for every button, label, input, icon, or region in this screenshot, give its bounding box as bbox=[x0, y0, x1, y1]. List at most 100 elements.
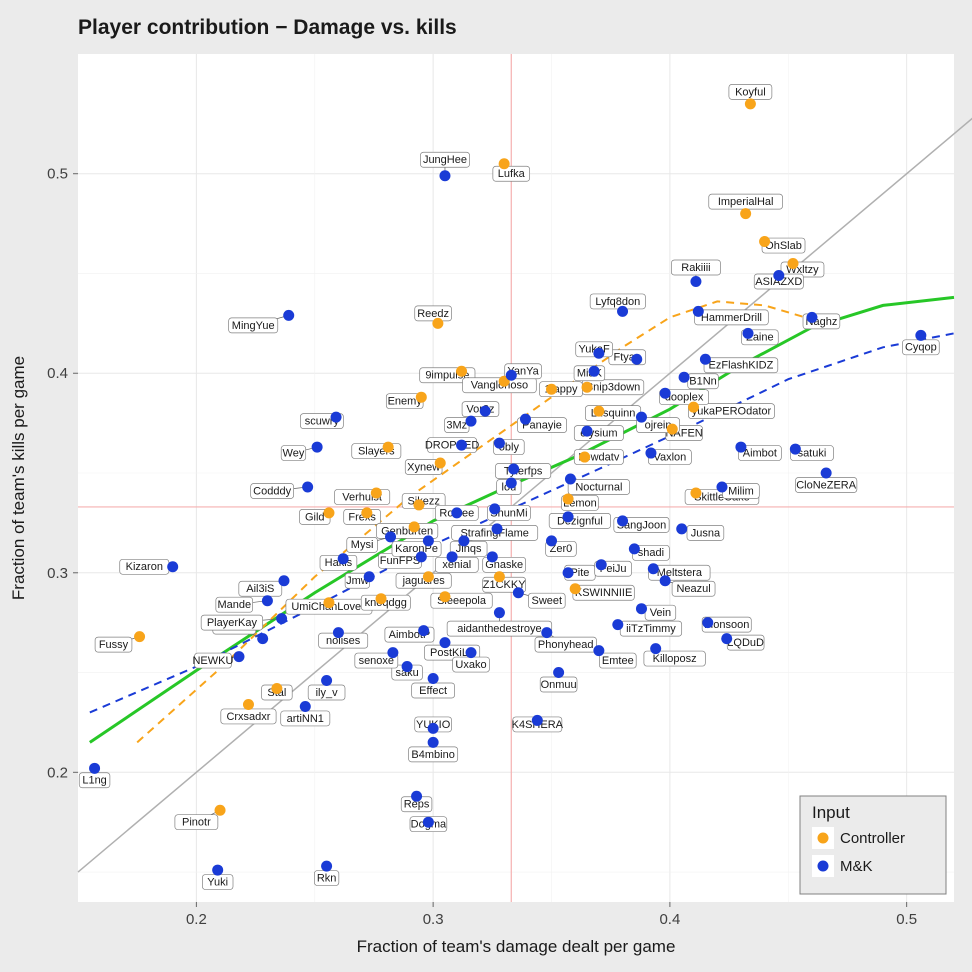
data-point bbox=[423, 817, 434, 828]
data-point bbox=[413, 499, 424, 510]
point-label: Effect bbox=[419, 685, 447, 697]
data-point bbox=[593, 406, 604, 417]
data-point bbox=[435, 458, 446, 469]
data-point bbox=[788, 258, 799, 269]
data-point bbox=[582, 426, 593, 437]
data-point bbox=[364, 571, 375, 582]
data-point bbox=[735, 442, 746, 453]
data-point bbox=[745, 98, 756, 109]
data-point bbox=[243, 699, 254, 710]
point-label: Yuki bbox=[207, 876, 228, 888]
data-point bbox=[688, 402, 699, 413]
data-point bbox=[257, 633, 268, 644]
data-point bbox=[790, 444, 801, 455]
data-point bbox=[300, 701, 311, 712]
point-label: CloNeZERA bbox=[796, 479, 857, 491]
data-point bbox=[466, 416, 477, 427]
point-label: EzFlashKIDZ bbox=[709, 360, 774, 372]
point-label: Reedz bbox=[417, 308, 449, 320]
data-point bbox=[617, 515, 628, 526]
point-label: senoxe bbox=[359, 655, 394, 667]
point-label: Killoposz bbox=[653, 653, 697, 665]
data-point bbox=[376, 593, 387, 604]
data-point bbox=[383, 442, 394, 453]
data-point bbox=[570, 583, 581, 594]
data-point bbox=[480, 406, 491, 417]
data-point bbox=[456, 440, 467, 451]
point-label: Lyfq8don bbox=[595, 296, 640, 308]
xtick-label: 0.5 bbox=[896, 911, 917, 928]
data-point bbox=[489, 503, 500, 514]
data-point bbox=[617, 306, 628, 317]
data-point bbox=[700, 354, 711, 365]
data-point bbox=[631, 354, 642, 365]
legend-marker bbox=[818, 833, 829, 844]
point-label: iiTzTimmy bbox=[626, 623, 676, 635]
data-point bbox=[667, 424, 678, 435]
point-label: Gild bbox=[305, 511, 325, 523]
data-point bbox=[541, 627, 552, 638]
data-point bbox=[428, 673, 439, 684]
data-point bbox=[458, 535, 469, 546]
legend-title: Input bbox=[812, 803, 850, 822]
point-label: L1ng bbox=[82, 775, 106, 787]
point-label: Nocturnal bbox=[575, 481, 622, 493]
point-label: LQDuD bbox=[727, 637, 764, 649]
data-point bbox=[563, 493, 574, 504]
xtick-label: 0.3 bbox=[423, 911, 444, 928]
point-label: Crxsadxr bbox=[226, 711, 270, 723]
point-label: Cyqop bbox=[905, 342, 937, 354]
data-point bbox=[612, 619, 623, 630]
data-point bbox=[492, 523, 503, 534]
point-label: KSWINNIIE bbox=[575, 587, 632, 599]
point-label: Milim bbox=[728, 485, 754, 497]
data-point bbox=[409, 521, 420, 532]
data-point bbox=[553, 667, 564, 678]
point-label: B4mbino bbox=[411, 749, 454, 761]
data-point bbox=[321, 861, 332, 872]
data-point bbox=[411, 791, 422, 802]
point-label: shadi bbox=[638, 547, 664, 559]
data-point bbox=[702, 617, 713, 628]
legend-marker bbox=[818, 861, 829, 872]
data-point bbox=[660, 388, 671, 399]
data-point bbox=[262, 595, 273, 606]
point-label: DROPPED bbox=[425, 439, 479, 451]
ytick-label: 0.2 bbox=[47, 764, 68, 781]
data-point bbox=[513, 587, 524, 598]
data-point bbox=[773, 270, 784, 281]
data-point bbox=[215, 805, 226, 816]
data-point bbox=[494, 571, 505, 582]
point-label: ily_v bbox=[316, 687, 339, 699]
point-label: Jusna bbox=[691, 527, 721, 539]
point-label: Sweet bbox=[531, 595, 562, 607]
point-label: Wey bbox=[283, 447, 305, 459]
data-point bbox=[593, 348, 604, 359]
data-point bbox=[361, 507, 372, 518]
data-point bbox=[418, 625, 429, 636]
data-point bbox=[312, 442, 323, 453]
data-point bbox=[331, 412, 342, 423]
data-point bbox=[579, 452, 590, 463]
data-point bbox=[589, 366, 600, 377]
data-point bbox=[387, 647, 398, 658]
data-point bbox=[338, 553, 349, 564]
data-point bbox=[451, 507, 462, 518]
data-point bbox=[650, 643, 661, 654]
point-label: Ail3iS bbox=[246, 583, 274, 595]
data-point bbox=[333, 627, 344, 638]
data-point bbox=[759, 236, 770, 247]
scatter-chart: FussyPinotrCrxsadxrStalUmiChanLovetiknoq… bbox=[0, 0, 972, 972]
data-point bbox=[423, 535, 434, 546]
data-point bbox=[432, 318, 443, 329]
data-point bbox=[821, 468, 832, 479]
data-point bbox=[636, 412, 647, 423]
data-point bbox=[645, 448, 656, 459]
point-label: dooplex bbox=[665, 392, 704, 404]
point-label: Snip3down bbox=[586, 382, 640, 394]
data-point bbox=[416, 551, 427, 562]
data-point bbox=[416, 392, 427, 403]
xtick-label: 0.2 bbox=[186, 911, 207, 928]
point-label: NEWKU bbox=[192, 655, 233, 667]
data-point bbox=[439, 637, 450, 648]
